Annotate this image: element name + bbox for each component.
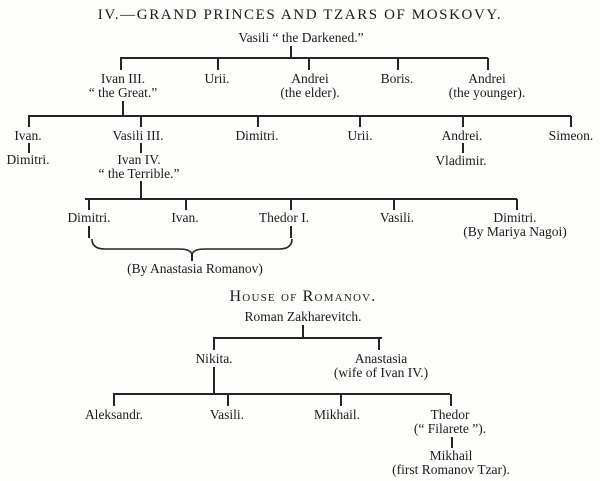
connector-tick xyxy=(516,199,518,210)
mother-note-anastasia: (By Anastasia Romanov) xyxy=(127,261,263,276)
person-vladimir: Vladimir. xyxy=(435,153,487,168)
person-nikita: Nikita. xyxy=(195,351,233,366)
person-name: Ivan IV. xyxy=(117,152,161,167)
connector-tick xyxy=(393,199,395,210)
person-boris: Boris. xyxy=(380,71,414,86)
connector-ivaniii-stub xyxy=(122,101,124,115)
connector-ivaniv-stub xyxy=(140,181,142,198)
person-aleksandr: Aleksandr. xyxy=(84,407,144,422)
connector-tick xyxy=(120,58,122,70)
person-name: Andrei xyxy=(468,71,506,86)
connector-tick xyxy=(217,58,219,70)
connector-tick xyxy=(570,116,572,127)
person-ivan-gen2: Ivan. xyxy=(14,128,42,143)
romanov-heading: House of Romanov. xyxy=(229,288,377,305)
connector-gen2-bar xyxy=(28,115,571,117)
connector-brace-label-stub xyxy=(191,253,193,261)
person-dimitri-gen4: Dimitri. xyxy=(67,210,111,225)
person-vasili-darkened: Vasili “ the Darkened.” xyxy=(238,30,364,45)
person-urii-gen1: Urii. xyxy=(204,71,230,86)
connector-tick xyxy=(397,58,399,70)
person-note: (wife of Ivan IV.) xyxy=(333,364,429,380)
connector-tick xyxy=(88,199,90,210)
connector-gen1-bar xyxy=(120,57,488,59)
person-andrei-gen2: Andrei. xyxy=(441,128,483,143)
person-epithet: (the elder). xyxy=(280,84,340,100)
connector-tick xyxy=(185,199,187,210)
chart-title: IV.—GRAND PRINCES AND TZARS OF MOSKOVY. xyxy=(97,7,503,23)
connector-root-stub xyxy=(290,46,292,57)
person-name: Andrei xyxy=(291,71,329,86)
person-name: Anastasia xyxy=(354,351,408,366)
person-name: Thedor xyxy=(430,407,470,422)
connector-tick xyxy=(28,116,30,127)
connector-tick xyxy=(227,394,229,406)
person-name: Ivan III. xyxy=(100,71,146,86)
connector-gen4-bar xyxy=(85,198,517,200)
person-dimitri-gen2: Dimitri. xyxy=(235,128,279,143)
person-thedor-i: Thedor I. xyxy=(258,210,310,225)
connector-tick xyxy=(462,116,464,127)
person-andrei-younger: Andrei (the younger). xyxy=(449,72,525,99)
person-vasili-romanov: Vasili. xyxy=(209,407,245,422)
connector-tick xyxy=(257,116,259,127)
person-note: (first Romanov Tzar). xyxy=(392,461,510,477)
connector-tick xyxy=(359,116,361,127)
person-thedor-filarete: Thedor (“ Filarete ”). xyxy=(414,408,486,435)
person-epithet: (“ Filarete ”). xyxy=(413,420,487,436)
person-anastasia: Anastasia (wife of Ivan IV.) xyxy=(334,352,428,379)
person-urii-gen2: Urii. xyxy=(347,128,373,143)
connector-stub xyxy=(28,143,30,153)
connector-tick xyxy=(290,199,292,210)
connector-tick xyxy=(308,58,310,70)
connector-romanov-root-stub xyxy=(302,325,304,337)
person-vasili-iii: Vasili III. xyxy=(112,128,164,143)
person-andrei-elder: Andrei (the elder). xyxy=(280,72,339,99)
person-ivan-gen4: Ivan. xyxy=(171,210,199,225)
person-mikhail-romanov: Mikhail. xyxy=(313,407,361,422)
person-ivan-iv: Ivan IV. “ the Terrible.” xyxy=(99,153,180,180)
connector-romanov-gen2-bar xyxy=(113,393,450,395)
person-name: Mikhail xyxy=(429,448,473,463)
connector-tick xyxy=(113,394,115,406)
person-mother-note: (By Mariya Nagoi) xyxy=(463,223,567,239)
person-simeon: Simeon. xyxy=(548,128,594,143)
person-ivan-iii: Ivan III. “ the Great.” xyxy=(89,72,158,99)
connector-romanov-gen1-bar xyxy=(213,337,382,339)
person-mikhail-tzar: Mikhail (first Romanov Tzar). xyxy=(392,449,510,476)
person-name: Dimitri. xyxy=(493,210,537,225)
person-epithet: (the younger). xyxy=(448,84,526,100)
person-vasili-gen4: Vasili. xyxy=(379,210,415,225)
person-dimitri-son-of-ivan: Dimitri. xyxy=(6,152,50,167)
person-roman-zakharevitch: Roman Zakharevitch. xyxy=(244,309,362,324)
connector-tick xyxy=(140,116,142,127)
person-epithet: “ the Great.” xyxy=(88,84,158,100)
connector-brace-stub xyxy=(290,226,292,238)
connector-brace-stub xyxy=(88,226,90,238)
connector-tick xyxy=(340,394,342,406)
connector-nikita-stub xyxy=(213,367,215,393)
connector-tick xyxy=(378,338,380,350)
connector-stub xyxy=(140,143,142,153)
connector-tick xyxy=(213,338,215,350)
person-dimitri-nagoi: Dimitri. (By Mariya Nagoi) xyxy=(463,211,566,238)
connector-tick xyxy=(450,394,452,406)
connector-stub xyxy=(462,143,464,153)
connector-thedor-stub xyxy=(451,437,453,448)
person-epithet: “ the Terrible.” xyxy=(98,165,180,181)
connector-tick xyxy=(487,58,489,70)
